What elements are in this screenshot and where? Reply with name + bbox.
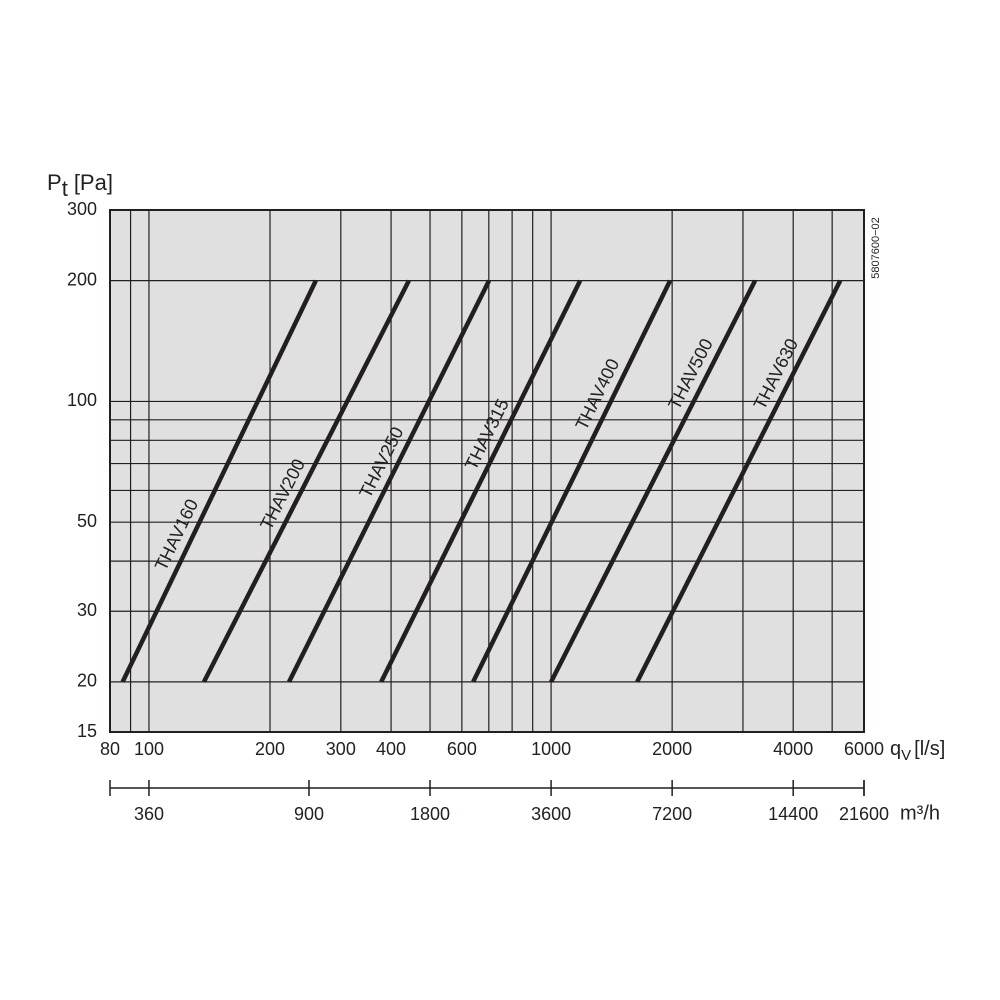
x-unit: [l/s]: [914, 738, 945, 760]
y-unit: [Pa]: [74, 170, 113, 195]
x-tick-label: 200: [255, 739, 285, 759]
y-tick-label: 300: [67, 199, 97, 219]
x-sub: V: [901, 747, 911, 764]
x-tick-label: 6000: [844, 739, 884, 759]
plot-frame: [109, 209, 865, 733]
y-tick-label: 200: [67, 269, 97, 289]
x2-axis-label: m³/h: [900, 802, 940, 824]
x-symbol: q: [890, 738, 901, 760]
y-tick-label: 15: [77, 721, 97, 741]
x-tick-label: 300: [326, 739, 356, 759]
x2-tick-label: 900: [294, 804, 324, 824]
y-symbol: P: [47, 170, 62, 195]
series-line: [287, 279, 492, 683]
figure-code: 5807600−02: [870, 217, 882, 278]
y-sub: t: [62, 176, 68, 201]
x-tick-label: 80: [100, 739, 120, 759]
x-axis-label: qV [l/s]: [890, 738, 945, 764]
x-tick-label: 400: [376, 739, 406, 759]
series-line: [549, 279, 758, 683]
x-tick-label: 2000: [652, 739, 692, 759]
y-tick-label: 30: [77, 600, 97, 620]
series-line: [379, 279, 583, 683]
y-axis-label: Pt [Pa]: [47, 170, 113, 201]
series-line: [635, 279, 843, 683]
series-line: [471, 279, 673, 683]
x2-tick-label: 7200: [652, 804, 692, 824]
x-tick-label: 1000: [531, 739, 571, 759]
x-tick-label: 100: [134, 739, 164, 759]
x2-tick-label: 360: [134, 804, 164, 824]
series-line: [201, 279, 411, 683]
x2-tick-label: 14400: [768, 804, 818, 824]
y-tick-label: 20: [77, 671, 97, 691]
x-tick-label: 4000: [773, 739, 813, 759]
x2-tick-label: 3600: [531, 804, 571, 824]
series-line: [120, 279, 318, 683]
y-tick-label: 50: [77, 511, 97, 531]
x-tick-label: 600: [447, 739, 477, 759]
x2-tick-label: 21600: [839, 804, 889, 824]
y-tick-label: 100: [67, 390, 97, 410]
x2-tick-label: 1800: [410, 804, 450, 824]
